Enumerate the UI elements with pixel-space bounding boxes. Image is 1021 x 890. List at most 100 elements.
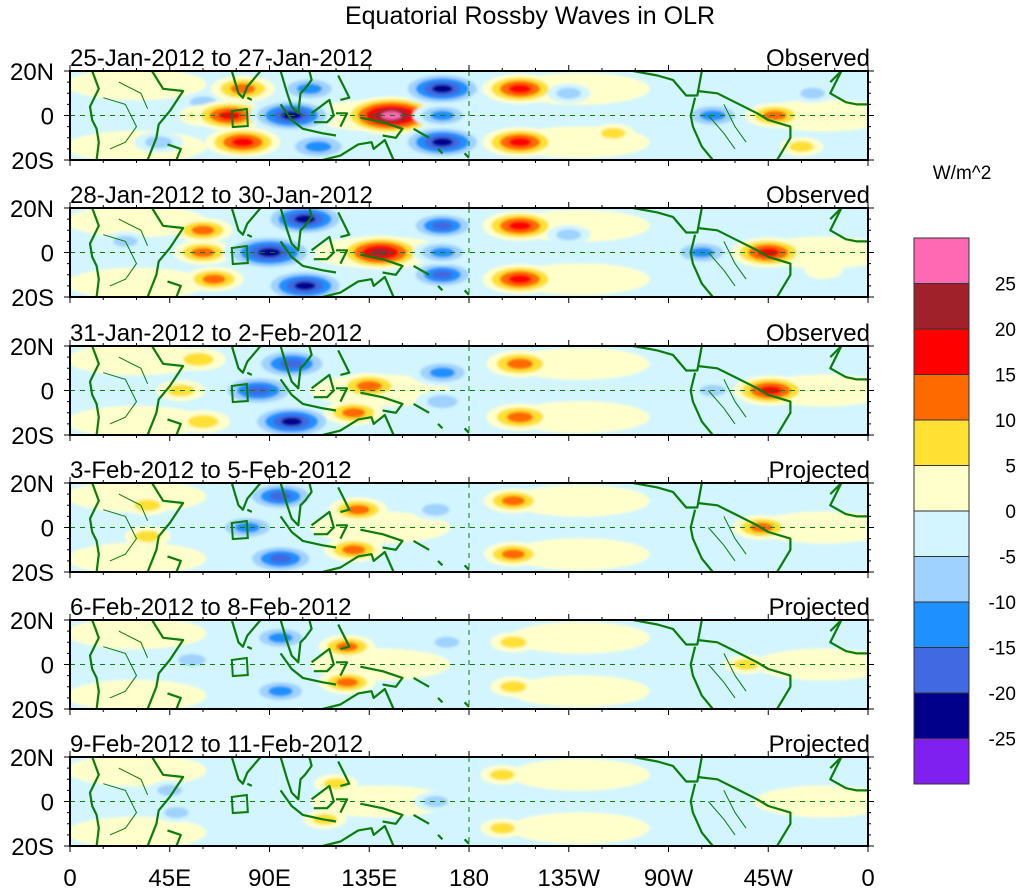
coastline <box>437 423 444 430</box>
coastline <box>246 96 253 101</box>
weak-positive-band <box>70 679 207 709</box>
coastline <box>336 249 349 265</box>
coastline <box>689 646 714 709</box>
colorbar-swatch <box>913 738 970 785</box>
coastline <box>689 234 714 297</box>
coastline <box>322 275 395 297</box>
country-border <box>118 630 149 658</box>
olr-field <box>70 620 868 709</box>
country-border <box>708 527 736 562</box>
coastline <box>230 483 262 511</box>
colorbar: W/m^2 25 20 15 10 5 0 -5 -10 -15 -20 -25 <box>913 163 1016 785</box>
anomaly-contour <box>789 141 814 153</box>
y-tick-label: 0 <box>41 241 54 268</box>
coastline <box>88 620 100 709</box>
anomaly-contour <box>157 784 183 796</box>
x-tick-label: 45W <box>744 865 794 890</box>
panel-status-label: Observed <box>766 320 870 347</box>
anomaly-contour <box>434 636 460 648</box>
weak-positive-band <box>509 484 650 517</box>
anomaly-contour <box>506 411 534 423</box>
colorbar-level-label: 0 <box>1005 502 1016 523</box>
anomaly-contour <box>431 270 453 280</box>
panel-period-label: 28-Jan-2012 to 30-Jan-2012 <box>70 182 373 209</box>
country-border <box>708 252 736 287</box>
coastline <box>337 624 351 650</box>
weak-positive-band <box>70 71 207 101</box>
anomaly-contour <box>508 137 532 147</box>
coastline <box>463 701 470 708</box>
colorbar-level-label: -20 <box>989 684 1016 705</box>
weak-positive-band <box>70 267 207 297</box>
anomaly-contour <box>600 127 626 139</box>
anomaly-contour <box>218 110 241 121</box>
index-region-box <box>230 244 249 266</box>
coastline <box>463 152 470 159</box>
country-border <box>103 783 138 836</box>
coastlines <box>88 757 868 846</box>
index-region-box <box>230 656 249 678</box>
anomaly-contour <box>144 136 173 149</box>
coastline <box>279 789 337 823</box>
anomaly-contour <box>356 380 382 392</box>
country-border <box>118 218 149 246</box>
anomaly-contour <box>268 686 293 697</box>
coastline <box>413 402 430 414</box>
panel-3: 20N 0 20S 31-Jan-2012 to 2-Feb-2012 Observed <box>10 320 874 450</box>
index-region-box <box>230 793 249 815</box>
x-tick-label: 135W <box>537 865 600 890</box>
coastline <box>246 782 253 787</box>
country-border <box>103 646 138 699</box>
x-tick-label: 0 <box>63 865 76 890</box>
coastline <box>246 371 253 376</box>
anomaly-contour <box>187 415 219 429</box>
coastline <box>167 555 182 572</box>
coastline <box>360 528 404 551</box>
colorbar-swatch <box>913 283 970 330</box>
coastline <box>413 264 430 276</box>
anomaly-contour <box>164 807 189 819</box>
coastline <box>360 391 404 414</box>
coastline <box>146 620 185 709</box>
panel-status-label: Projected <box>769 457 870 484</box>
y-tick-label: 0 <box>41 104 54 131</box>
y-tick-label: 20N <box>10 608 54 635</box>
index-region-box <box>230 519 249 541</box>
weak-positive-band <box>70 405 207 435</box>
country-border <box>103 234 138 287</box>
anomaly-contour <box>269 491 292 501</box>
panel-period-label: 25-Jan-2012 to 27-Jan-2012 <box>70 45 373 72</box>
anomaly-contour <box>202 274 226 285</box>
panel-2: 20N 0 20S 28-Jan-2012 to 30-Jan-2012 Observe… <box>10 182 874 312</box>
x-tick-label: 135E <box>341 865 397 890</box>
coastline <box>697 89 792 160</box>
coastline <box>322 687 395 709</box>
coastline <box>829 483 868 518</box>
country-border <box>103 509 138 562</box>
panels-group: 20N 0 20S 25-Jan-2012 to 27-Jan-2012 Observe… <box>10 45 874 861</box>
coastline <box>689 372 714 435</box>
coastline <box>146 208 185 297</box>
colorbar-level-label: -25 <box>989 730 1016 751</box>
y-tick-label: 20S <box>11 285 54 312</box>
country-border <box>723 104 747 143</box>
y-tick-label: 0 <box>41 516 54 543</box>
coastline <box>689 783 714 846</box>
colorbar-level-label: 20 <box>995 320 1016 341</box>
anomaly-contour <box>191 225 215 236</box>
coastline <box>360 116 404 139</box>
index-region-box <box>230 382 249 404</box>
coastline <box>463 838 470 845</box>
anomaly-contour <box>501 549 525 560</box>
x-tick-label: 180 <box>449 865 489 890</box>
coastline <box>279 378 337 412</box>
panel-1: 20N 0 20S 25-Jan-2012 to 27-Jan-2012 Observe… <box>10 45 874 175</box>
anomaly-contour <box>506 358 534 370</box>
anomaly-contour <box>134 530 161 543</box>
anomaly-contour <box>501 495 525 506</box>
anomaly-contour <box>556 229 582 241</box>
weak-positive-band <box>509 621 650 654</box>
coastline <box>697 775 792 846</box>
coastline <box>337 486 351 513</box>
y-tick-label: 0 <box>41 790 54 817</box>
